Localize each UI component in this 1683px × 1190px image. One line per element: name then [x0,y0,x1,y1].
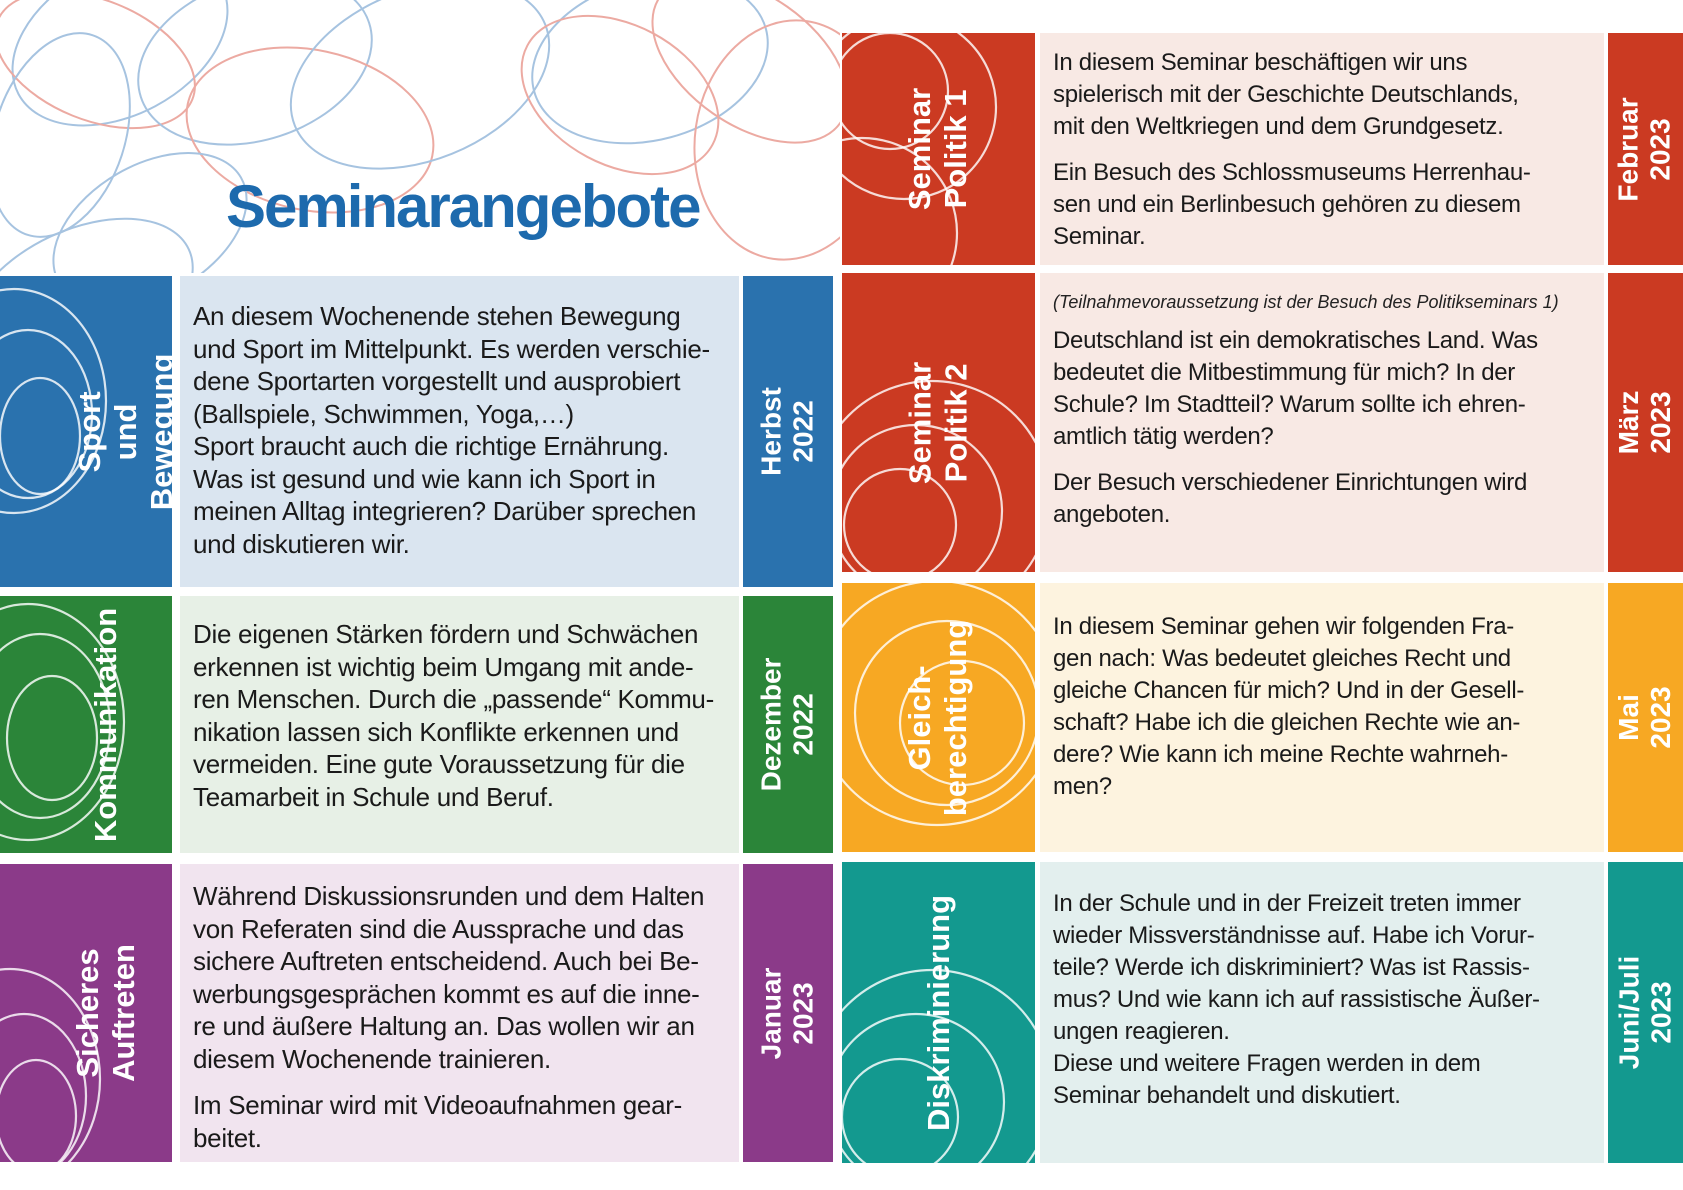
seminar-description: Im Seminar wird mit Videoaufnahmen gear-… [193,1090,682,1153]
seminar-description: Ein Besuch des Schlossmuseums Herrenhau-… [1053,159,1531,250]
seminar-label: Gleich- berechtigung [902,619,974,816]
seminar-description: An diesem Wochenende stehen Bewegung und… [193,301,710,559]
seminar-date-band: Mai 2023 [1608,583,1683,852]
seminar-date-band: Januar 2023 [743,864,833,1162]
seminar-description-panel: Während Diskussionsrunden und dem Halten… [180,864,739,1162]
seminar-label: Seminar Politik 1 [902,87,974,211]
circle-decoration-icon [842,583,1035,827]
page-title: Seminarangebote [226,173,701,240]
seminar-label-band: Sicheres Auftreten [0,864,172,1162]
seminar-description: Die eigenen Stärken fördern und Schwäche… [193,619,714,812]
seminar-row-diskriminierung: Diskriminierung In der Schule und in der… [0,862,1683,1163]
circle-decoration-icon [842,33,998,265]
seminar-label-band: Diskriminierung [842,862,1035,1163]
seminar-label-band: Seminar Politik 2 [842,273,1035,572]
seminar-date: Mai 2023 [1613,686,1677,749]
seminar-label-band: Sport und Bewegung [0,276,172,587]
seminar-description: In der Schule und in der Freizeit treten… [1053,890,1540,1109]
circle-decoration-icon [0,287,108,515]
participation-requirement-note: (Teilnahmevoraussetzung ist der Besuch d… [1053,292,1559,312]
seminar-description: Deutschland ist ein demokratisches Land.… [1053,327,1538,450]
seminar-description-panel: An diesem Wochenende stehen Bewegung und… [180,276,739,587]
seminar-row-politik-2: Seminar Politik 2 (Teilnahmevoraussetzun… [0,273,1683,572]
seminar-description-panel: In diesem Seminar beschäftigen wir uns s… [1040,33,1604,265]
seminar-date: März 2023 [1613,390,1677,455]
seminar-date: Juni/Juli 2023 [1613,955,1677,1070]
circle-decoration-icon [0,602,126,842]
seminar-description-panel: In der Schule und in der Freizeit treten… [1040,862,1604,1163]
circle-decoration-icon [842,379,1035,572]
seminar-label: Diskriminierung [920,894,956,1131]
seminar-date-band: Herbst 2022 [743,276,833,587]
seminar-description: Der Besuch verschiedener Einrichtungen w… [1053,469,1528,528]
circle-decoration-icon [842,968,1035,1163]
seminar-label-band: Kommunikation [0,596,172,853]
seminar-label: Seminar Politik 2 [902,361,974,484]
title-block: Seminarangebote [0,0,840,273]
seminar-label-band: Gleich- berechtigung [842,583,1035,852]
seminar-description: In diesem Seminar beschäftigen wir uns s… [1053,49,1519,140]
seminar-date-band: Februar 2023 [1608,33,1683,265]
seminar-description-panel: (Teilnahmevoraussetzung ist der Besuch d… [1040,273,1604,572]
seminar-date-band: Dezember 2022 [743,596,833,853]
seminar-description-panel: In diesem Seminar gehen wir folgenden Fr… [1040,583,1604,852]
seminar-label-band: Seminar Politik 1 [842,33,1035,265]
seminar-row-sport: Sport und Bewegung An diesem Wochenende … [0,276,1683,587]
seminar-description: Während Diskussionsrunden und dem Halten… [193,881,705,1074]
seminar-row-gleichberechtigung: Gleich- berechtigung In diesem Seminar g… [0,583,1683,852]
seminar-date-band: Juni/Juli 2023 [1608,862,1683,1163]
seminar-row-politik-1: Seminar Politik 1 In diesem Seminar besc… [0,33,1683,265]
seminar-row-kommunikation: Kommunikation Die eigenen Stärken förder… [0,596,1683,853]
circle-decoration-icon [0,967,102,1162]
seminar-date-band: März 2023 [1608,273,1683,572]
seminar-row-sicheres-auftreten: Sicheres Auftreten Während Diskussionsru… [0,864,1683,1162]
seminar-description: In diesem Seminar gehen wir folgenden Fr… [1053,613,1525,800]
ellipse-swirl-decoration-icon [0,0,840,273]
seminar-description-panel: Die eigenen Stärken fördern und Schwäche… [180,596,739,853]
seminar-date: Februar 2023 [1613,96,1677,202]
